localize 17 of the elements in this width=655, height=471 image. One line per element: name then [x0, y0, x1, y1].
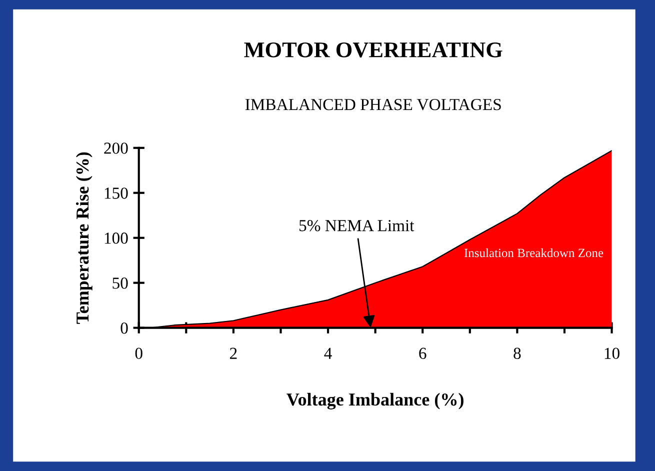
x-tick-label: 4 — [324, 348, 332, 359]
y-tick-label: 100 — [104, 232, 128, 244]
y-tick-label: 0 — [120, 322, 128, 334]
y-tick-label: 50 — [112, 278, 128, 289]
annotation: 5% NEMA Limit — [300, 220, 414, 232]
x-tick-label: 6 — [419, 348, 426, 359]
x-tick-label: 0 — [135, 348, 142, 359]
x-tick-label: 2 — [230, 348, 237, 359]
chart-subtitle: IMBALANCED PHASE VOLTAGES — [245, 98, 501, 110]
annotation: Insulation Breakdown Zone — [464, 248, 604, 258]
y-tick-label: 150 — [104, 188, 128, 199]
x-axis-title: Voltage Imbalance (%) — [286, 392, 464, 410]
chart-title: MOTOR OVERHEATING — [244, 42, 502, 58]
y-axis-title: Temperature Rise (%) — [76, 152, 92, 324]
x-tick-label: 10 — [604, 348, 620, 359]
x-tick-label: 8 — [514, 348, 521, 359]
y-tick-label: 200 — [104, 142, 128, 154]
